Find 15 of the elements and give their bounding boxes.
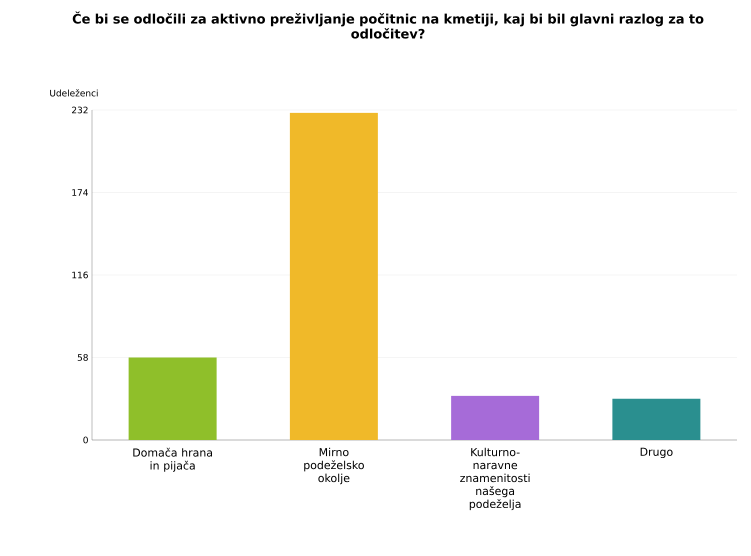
- bar: [290, 112, 378, 440]
- bar: [128, 358, 217, 440]
- x-tick-label: Kulturno-naravne znamenitosti našega podeželja: [460, 448, 530, 510]
- y-tick-label: 174: [72, 189, 88, 196]
- x-tick-label: Mirno podeželsko okolje: [304, 448, 364, 484]
- y-tick-label: 58: [78, 354, 88, 361]
- y-tick-label: 232: [72, 106, 88, 114]
- chart-title: Če bi se odločili za aktivno preživljanje počitnic na kmetiji, kaj bi bil glavni razlog za to odločitev?: [72, 12, 704, 39]
- x-tick-label: Drugo: [640, 448, 673, 458]
- y-tick-label: 116: [72, 272, 88, 278]
- x-tick-label: Domača hrana in pijača: [133, 448, 212, 472]
- bar: [612, 398, 700, 440]
- bar: [451, 396, 540, 440]
- y-tick-label: 0: [83, 436, 88, 444]
- y-axis-title: Udeleženci: [50, 89, 98, 96]
